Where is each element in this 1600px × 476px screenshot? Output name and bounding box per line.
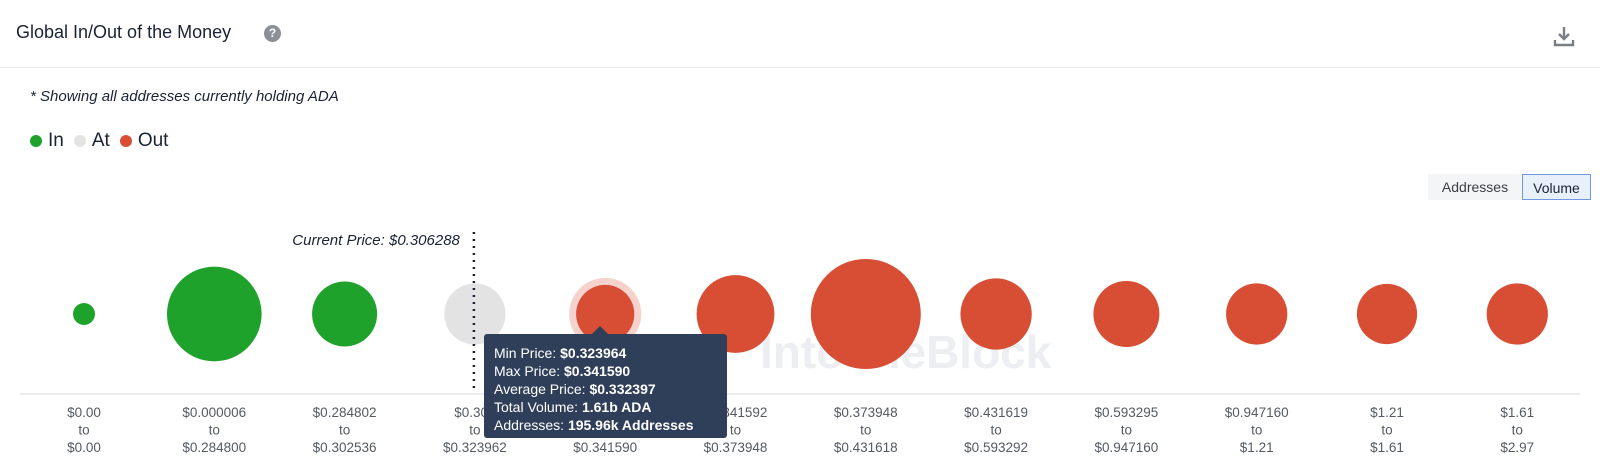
bubble-out[interactable]: [810, 259, 921, 369]
bubble-out[interactable]: [960, 278, 1032, 350]
x-tick-label: $0.373948: [834, 405, 898, 420]
x-tick-label: to: [469, 423, 480, 438]
x-tick-label: $0.593295: [1094, 405, 1158, 420]
legend-item-at[interactable]: At: [73, 130, 110, 152]
panel-header: Global In/Out of the Money ?: [0, 0, 1600, 68]
x-tick-label: $0.431618: [834, 440, 898, 455]
bubble-in[interactable]: [73, 303, 95, 325]
x-tick-label: $0.593292: [964, 440, 1028, 455]
bubble-out[interactable]: [1093, 281, 1160, 347]
bubble-in[interactable]: [312, 281, 378, 347]
tooltip-addresses-label: Addresses:: [494, 417, 565, 433]
tooltip-avg-price-label: Average Price:: [494, 381, 586, 397]
tooltip-min-price-label: Min Price:: [494, 345, 557, 361]
legend-dot-at: [73, 135, 86, 147]
x-tick-label: $1.61: [1370, 440, 1404, 455]
x-tick-label: $0.947160: [1225, 405, 1289, 420]
bubble-out[interactable]: [576, 284, 635, 344]
tooltip-min-price: $0.323964: [560, 345, 627, 361]
x-tick-label: to: [1512, 423, 1523, 438]
legend-item-out[interactable]: Out: [119, 130, 169, 152]
volume-toggle-button[interactable]: Volume: [1522, 174, 1591, 200]
tooltip-max-price-label: Max Price:: [494, 363, 561, 379]
x-tick-label: $1.21: [1240, 440, 1274, 455]
bubble-at[interactable]: [444, 283, 506, 345]
x-tick-label: $0.284802: [313, 405, 377, 420]
x-tick-label: $0.000006: [182, 405, 246, 420]
x-tick-label: $2.97: [1500, 440, 1534, 455]
bubble-out[interactable]: [1226, 283, 1288, 345]
x-tick-label: $1.21: [1370, 405, 1404, 420]
x-tick-label: $1.61: [1500, 405, 1534, 420]
x-tick-label: $0.00: [67, 440, 101, 455]
bubble-out[interactable]: [696, 275, 775, 353]
x-tick-label: $0.431619: [964, 405, 1028, 420]
x-tick-label: to: [209, 423, 220, 438]
bubble-in[interactable]: [166, 266, 262, 362]
x-tick-label: $0.323962: [443, 440, 507, 455]
x-tick-label: $0.373948: [704, 440, 768, 455]
holding-note: * Showing all addresses currently holdin…: [30, 88, 339, 105]
bubble-tooltip: Min Price: $0.323964 Max Price: $0.34159…: [484, 326, 727, 438]
addresses-toggle-button[interactable]: Addresses: [1428, 174, 1522, 200]
legend-label-out: Out: [137, 130, 169, 151]
x-tick-label: to: [78, 423, 89, 438]
panel-title: Global In/Out of the Money: [16, 22, 232, 42]
bubble-out[interactable]: [1486, 283, 1548, 345]
legend-dot-in: [30, 135, 42, 147]
legend-label-in: In: [48, 130, 64, 151]
question-circle-icon[interactable]: ?: [264, 25, 281, 42]
x-tick-label: $0.00: [67, 405, 101, 420]
current-price-label: Current Price: $0.306288: [292, 232, 460, 249]
x-tick-label: to: [1121, 423, 1132, 438]
tooltip-total-volume: 1.61b ADA: [581, 399, 652, 415]
x-tick-label: to: [990, 423, 1001, 438]
legend-dot-out: [119, 135, 132, 147]
legend: In At Out: [30, 130, 178, 152]
x-tick-label: to: [339, 423, 350, 438]
x-tick-label: to: [1381, 423, 1392, 438]
download-icon[interactable]: [1552, 24, 1576, 48]
tooltip-max-price: $0.341590: [564, 363, 631, 379]
bubble-out[interactable]: [1356, 283, 1418, 345]
x-tick-label: to: [730, 423, 741, 438]
x-tick-label: to: [860, 423, 871, 438]
x-tick-label: to: [1251, 423, 1262, 438]
x-tick-label: $0.341590: [573, 440, 637, 455]
tooltip-avg-price: $0.332397: [589, 381, 656, 397]
x-tick-label: $0.284800: [182, 440, 246, 455]
x-tick-label: $0.947160: [1094, 440, 1158, 455]
legend-label-at: At: [91, 130, 110, 151]
tooltip-total-volume-label: Total Volume:: [494, 399, 579, 415]
legend-item-in[interactable]: In: [30, 130, 64, 152]
x-tick-label: $0.302536: [313, 440, 377, 455]
tooltip-addresses: 195.96k Addresses: [567, 417, 694, 433]
